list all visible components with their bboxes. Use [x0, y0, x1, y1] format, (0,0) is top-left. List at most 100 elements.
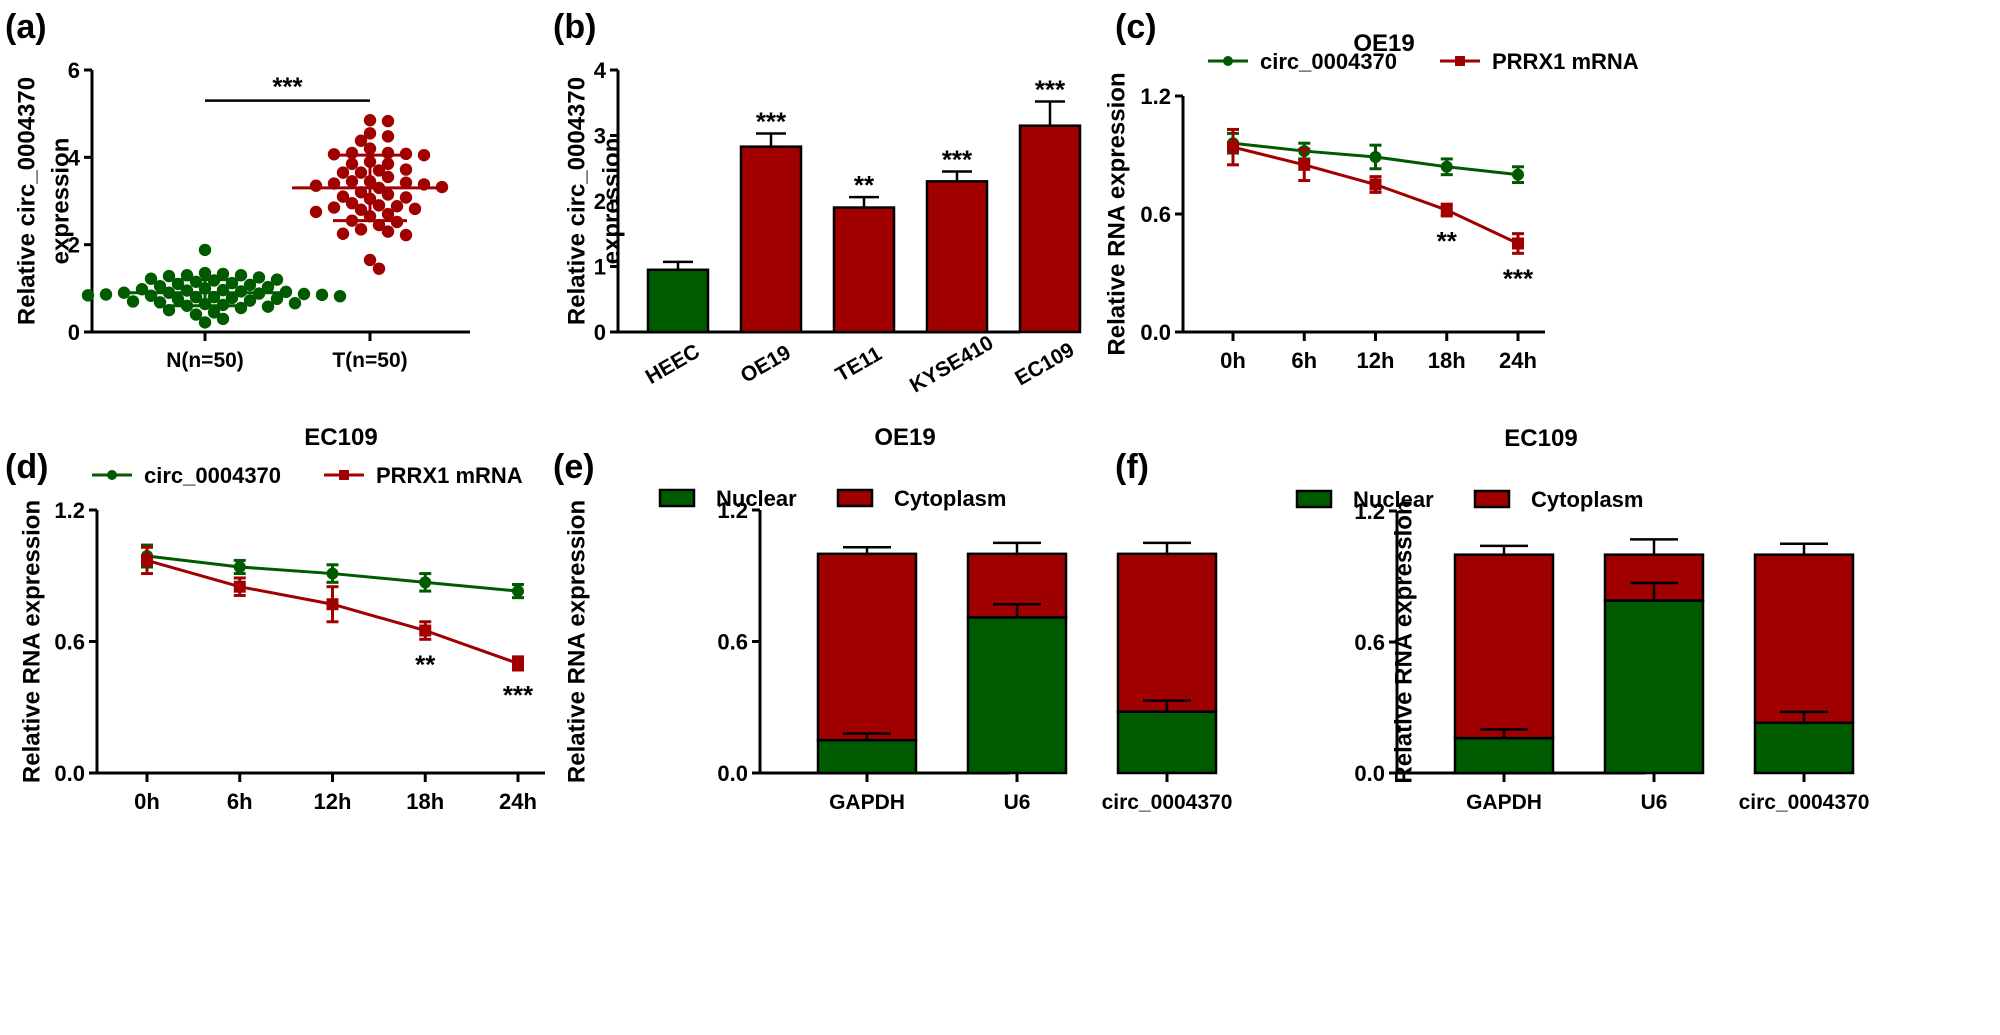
- stacked-bar-segment: [1453, 553, 1555, 740]
- data-point: [189, 308, 203, 321]
- legend-label: PRRX1 mRNA: [1492, 49, 1639, 74]
- data-point: [345, 196, 359, 210]
- legend-item: circ_0004370: [92, 463, 281, 488]
- x-tick-label: 24h: [1499, 348, 1537, 373]
- x-tick-label: circ_0004370: [1739, 791, 1870, 814]
- legend-marker-square-icon: [339, 470, 349, 480]
- data-point: [261, 300, 275, 313]
- x-tick-label: KYSE410: [906, 331, 997, 397]
- y-tick-label: 0: [594, 320, 606, 345]
- legend-label: Nuclear: [1353, 487, 1434, 512]
- panel-label: (f): [1115, 448, 1149, 486]
- legend-swatch-icon: [1473, 489, 1511, 509]
- y-axis-label: expression: [47, 138, 74, 265]
- data-point: [270, 292, 284, 306]
- legend-swatch-icon: [836, 488, 874, 508]
- y-tick-label: 0.6: [1354, 630, 1385, 655]
- stacked-bar-segment: [1116, 552, 1218, 713]
- data-point: [288, 296, 302, 310]
- data-point: [399, 176, 413, 189]
- panel-a: (a) 0 2 4 6 Relative circ_0004370 expression N(…: [5, 8, 470, 372]
- data-point: [216, 267, 230, 281]
- data-point: [207, 306, 221, 319]
- data-point: [1512, 237, 1524, 250]
- stacked-bar-segment: [1753, 721, 1855, 775]
- x-tick-label: GAPDH: [829, 791, 905, 814]
- data-point: [198, 316, 212, 329]
- bar: [739, 145, 803, 334]
- legend-label: Cytoplasm: [1531, 487, 1643, 512]
- data-point: [419, 576, 432, 589]
- data-point: [363, 127, 377, 140]
- bar: [832, 206, 896, 334]
- x-tick-label: TE11: [832, 342, 886, 387]
- data-point: [198, 266, 212, 280]
- bar: [925, 180, 989, 334]
- y-tick-label: 0.0: [1140, 320, 1171, 345]
- x-tick-label: GAPDH: [1466, 791, 1542, 814]
- legend-label: PRRX1 mRNA: [376, 463, 523, 488]
- y-axis-label: Relative circ_0004370: [13, 77, 40, 325]
- y-tick-label: 1: [594, 255, 606, 280]
- data-point: [363, 253, 377, 267]
- data-point: [234, 301, 248, 315]
- data-point: [171, 293, 185, 306]
- data-point: [354, 134, 368, 147]
- x-tick-label: 12h: [314, 789, 352, 814]
- panel-label: (c): [1115, 8, 1157, 46]
- y-tick-label: 1.2: [54, 498, 85, 523]
- data-point: [399, 228, 413, 242]
- significance-label: ***: [272, 72, 303, 102]
- y-axis-label: expression: [598, 138, 625, 265]
- legend-item: Nuclear: [658, 486, 797, 511]
- legend-item: circ_0004370: [1208, 49, 1397, 74]
- data-point: [326, 598, 339, 611]
- y-tick-label: 0.6: [717, 630, 748, 655]
- y-tick-label: 0.0: [717, 761, 748, 786]
- bar: [646, 268, 710, 334]
- data-point: [153, 279, 167, 293]
- legend-marker-square-icon: [1455, 56, 1465, 66]
- data-point: [141, 554, 153, 567]
- stacked-bar-segment: [816, 552, 918, 742]
- data-point: [381, 207, 395, 221]
- y-tick-label: 4: [68, 145, 81, 170]
- x-tick-label: U6: [1004, 791, 1031, 814]
- data-point: [270, 273, 284, 286]
- x-tick-label: EC109: [1011, 338, 1078, 390]
- y-tick-label: 0.6: [54, 630, 85, 655]
- data-point: [326, 567, 339, 580]
- data-point: [81, 289, 95, 302]
- x-tick-label: 24h: [499, 789, 537, 814]
- significance-label: **: [415, 649, 436, 679]
- data-point: [1512, 168, 1524, 181]
- x-tick-label: 18h: [1428, 348, 1466, 373]
- data-point: [243, 294, 257, 307]
- data-point: [381, 157, 395, 171]
- panel-d: (d) 0.0 0.6 1.2 Relative RNA expression EC109…: [5, 424, 545, 814]
- y-tick-label: 1.2: [1354, 499, 1385, 524]
- data-point: [336, 166, 350, 179]
- data-point: [336, 190, 350, 203]
- legend-marker-circle-icon: [107, 470, 117, 480]
- legend-swatch-icon: [1295, 489, 1333, 509]
- data-point: [216, 312, 230, 326]
- significance-label: ***: [942, 145, 973, 175]
- chart-title: OE19: [874, 424, 935, 451]
- data-point: [117, 286, 131, 299]
- data-point: [1227, 141, 1239, 154]
- data-point: [512, 657, 524, 670]
- data-point: [408, 202, 422, 216]
- stacked-bar-segment: [1116, 710, 1218, 775]
- x-tick-label: 6h: [227, 789, 253, 814]
- y-axis-label: Relative RNA expression: [1390, 500, 1417, 783]
- y-tick-label: 4: [594, 58, 607, 83]
- data-point: [309, 179, 323, 192]
- y-tick-label: 6: [68, 58, 80, 83]
- y-tick-label: 2: [68, 233, 80, 258]
- y-tick-label: 3: [594, 124, 606, 149]
- data-point: [1440, 204, 1453, 217]
- data-point: [381, 188, 395, 201]
- data-point: [233, 580, 246, 593]
